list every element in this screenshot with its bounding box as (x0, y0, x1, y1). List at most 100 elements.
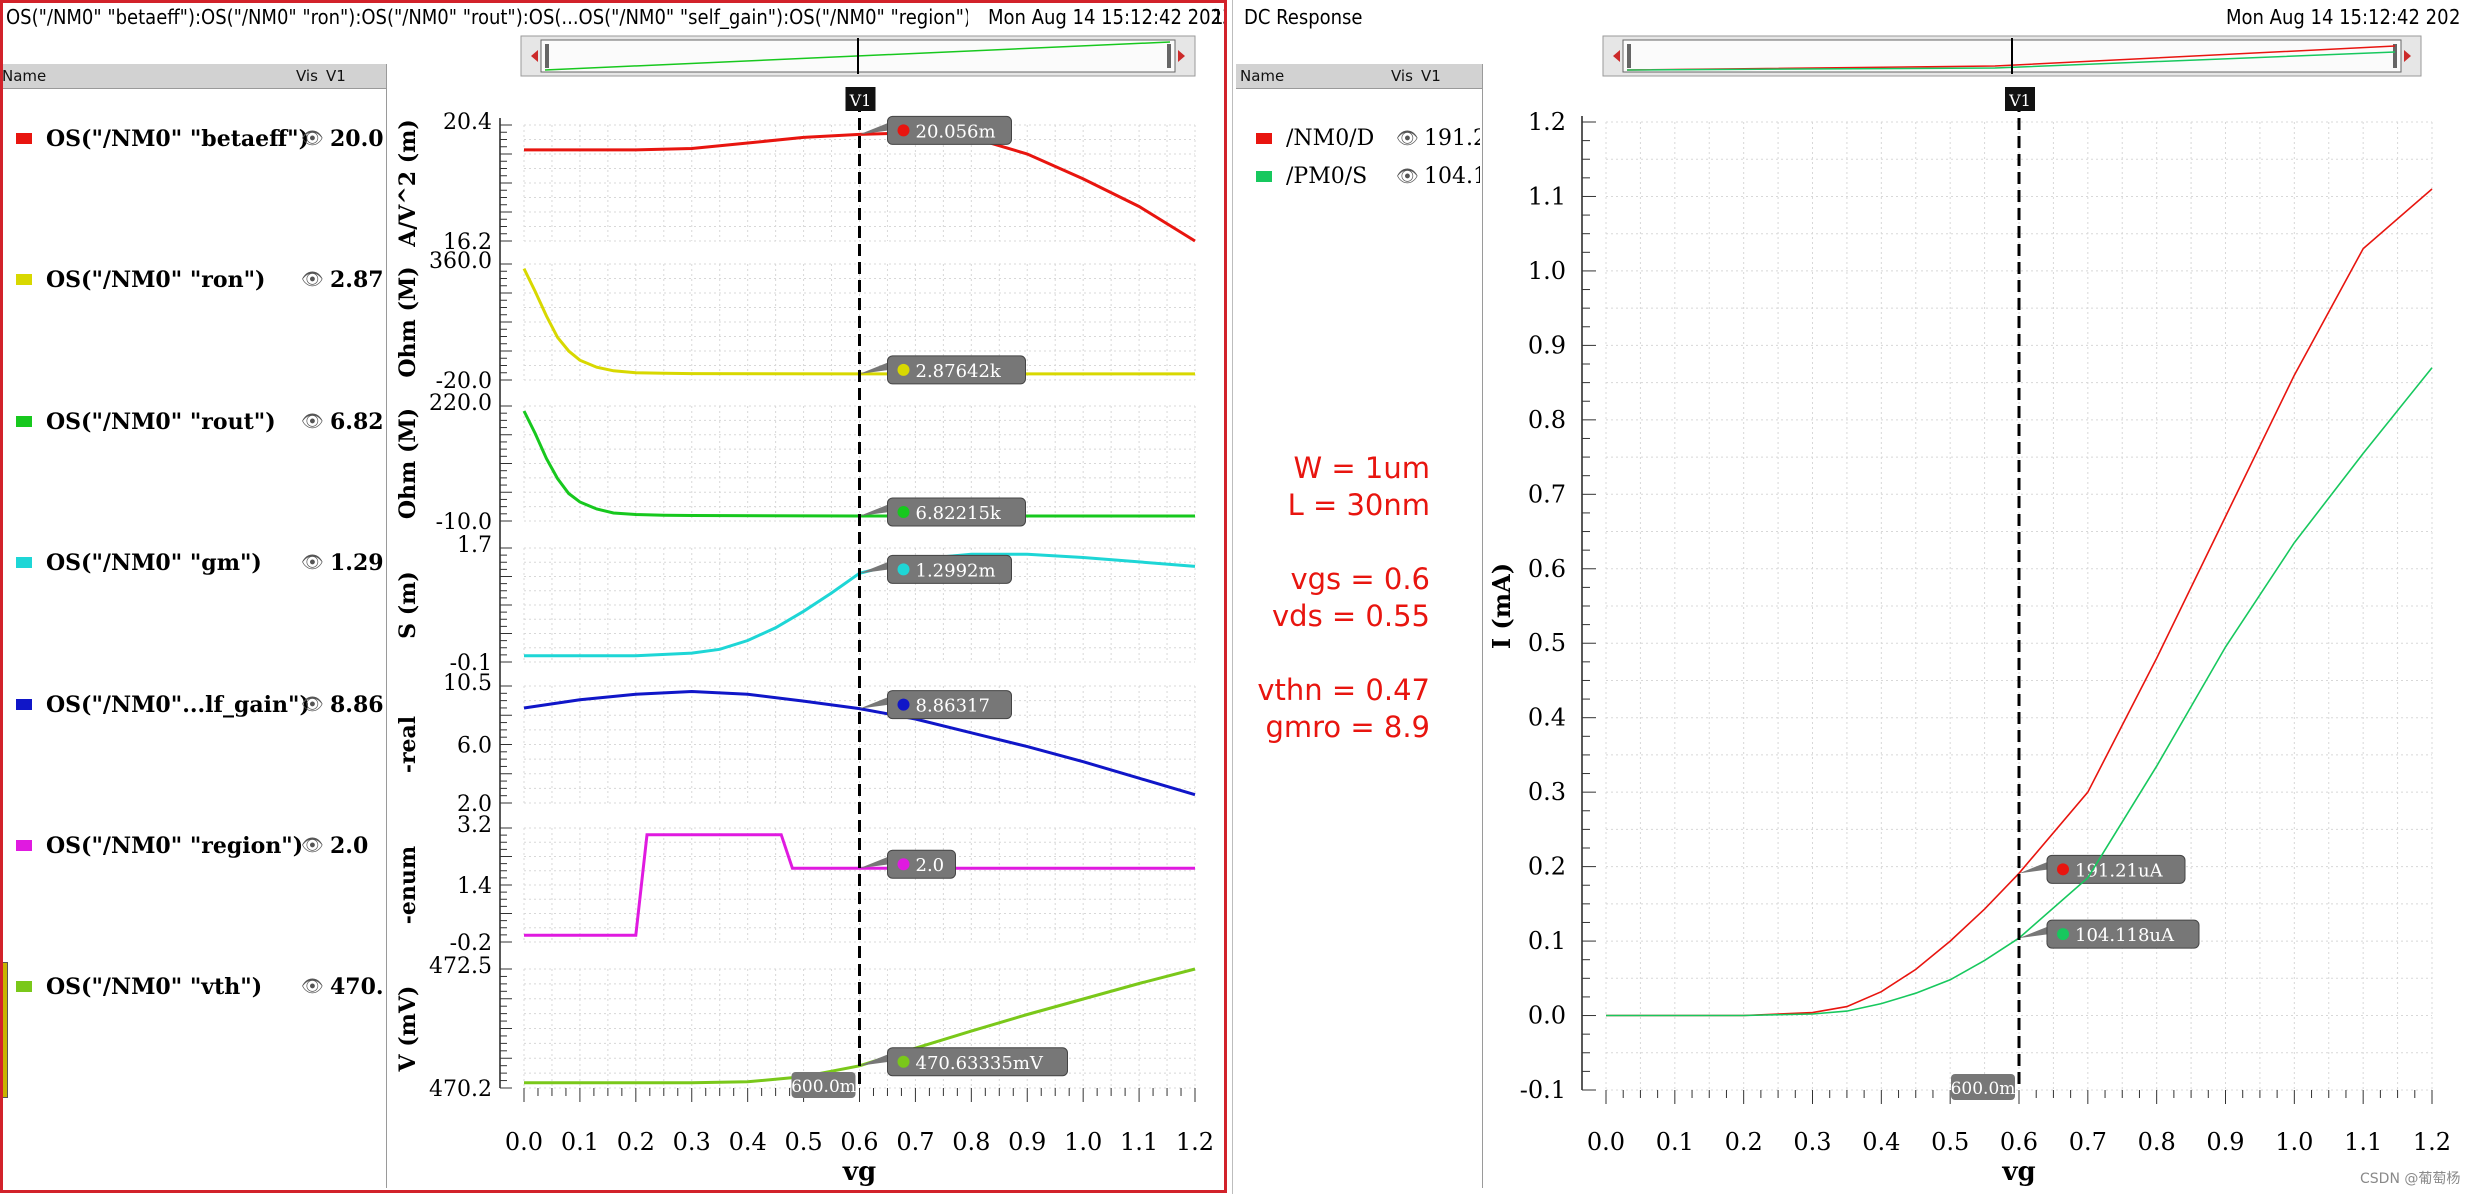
series-line (1606, 367, 2433, 1017)
marker-pointer (859, 696, 890, 709)
marker-box (887, 690, 1012, 720)
chart-strip: -0.1 1.7 S (m) 1.2992m (395, 533, 1196, 676)
x-tick-label: 0.6 (2000, 1128, 2038, 1156)
legend-item-value: 191.2 (1424, 126, 1480, 151)
y-tick-label: 0.1 (1528, 927, 1566, 955)
left-window-timestamp: Mon Aug 14 15:12:42 2023 (988, 5, 1226, 29)
marker-pointer (859, 1053, 890, 1066)
eye-icon[interactable]: 👁 (1396, 166, 1419, 187)
eye-icon[interactable]: 👁 (1396, 128, 1419, 149)
chart-strip: -0.2 1.4 3.2 -enum 2.0 (395, 813, 1196, 956)
marker-label: 191.21uA (2075, 860, 2164, 881)
y-tick-label: 16.2 (443, 230, 492, 255)
marker-box (2046, 854, 2186, 884)
cursor-tag (845, 87, 876, 111)
watermark: CSDN @葡萄杨 (2360, 1171, 2461, 1187)
marker-dot (897, 858, 910, 871)
column-v1[interactable]: V1 (326, 67, 346, 85)
x-axis-label: vg (842, 1157, 876, 1187)
scroll-left-icon (1613, 50, 1620, 62)
marker-dot (897, 506, 910, 518)
y-axis-label: I (mA) (1487, 563, 1516, 649)
y-tick-label: 472.5 (429, 954, 492, 979)
eye-icon[interactable]: 👁 (301, 411, 324, 432)
swatch-icon (16, 274, 32, 285)
legend-item-label: OS("/NM0" "gm") (46, 550, 262, 576)
x-axis: 0.0 0.1 0.2 0.3 0.4 0.5 0.6 0.7 0.8 0.9 1.0 1.1 1.2 v… (505, 1088, 1214, 1187)
y-axis-label: S (m) (395, 571, 421, 639)
series-line (522, 267, 1195, 376)
marker-pointer (859, 504, 890, 516)
marker-label: 6.82215k (916, 503, 1002, 524)
value-marker: 8.86317 (859, 690, 1012, 720)
scroll-handle-left (545, 44, 549, 68)
eye-icon[interactable]: 👁 (301, 976, 324, 997)
marker-label: 1.2992m (916, 560, 996, 581)
annotation-line: vgs = 0.6 (1290, 562, 1430, 596)
legend-item-value: 470.6 (330, 974, 384, 1000)
x-tick-label: 0.8 (2138, 1128, 2176, 1156)
x-tick-label: 0.3 (673, 1128, 711, 1156)
cursor-x-label: 600.0m (791, 1077, 856, 1097)
column-vis[interactable]: Vis (1391, 67, 1413, 85)
scroll-left-icon (531, 50, 538, 62)
x-tick-label: 1.2 (2413, 1128, 2451, 1156)
series-line (524, 131, 1196, 243)
x-tick-label: 0.6 (840, 1128, 878, 1156)
y-tick-label: 1.0 (1528, 257, 1566, 285)
legend-item-label: /PM0/S (1286, 164, 1368, 189)
marker-box (2046, 919, 2200, 949)
x-tick-label: 0.8 (952, 1128, 990, 1156)
x-tick-label: 0.2 (617, 1128, 655, 1156)
legend-item-value: 8.863 (330, 692, 384, 718)
legend-item-label: OS("/NM0" "rout") (46, 409, 276, 435)
y-tick-label: -20.0 (436, 369, 492, 394)
left-scrollbar[interactable] (520, 35, 1196, 77)
column-vis[interactable]: Vis (296, 67, 318, 85)
y-tick-label: 1.4 (457, 874, 492, 899)
value-marker: 1.2992m (859, 554, 1012, 584)
y-tick-label: 1.7 (457, 533, 492, 558)
marker-pointer (2019, 861, 2049, 874)
eye-icon[interactable]: 👁 (301, 269, 324, 290)
y-tick-label: 6.0 (457, 734, 492, 759)
swatch-icon (16, 699, 32, 710)
eye-icon[interactable]: 👁 (301, 128, 324, 149)
right-chart: -0.1 0.0 0.1 0.2 0.3 0.4 0.5 0.6 0.7 0.8 0.9 1.0 1.1… (1487, 108, 2451, 1187)
scroll-right-icon (1178, 50, 1185, 62)
marker-dot (2057, 863, 2069, 876)
left-legend-divider[interactable] (386, 64, 387, 1188)
chart-strip: 16.2 20.4 A/V^2 (m) 20.056m (395, 110, 1196, 255)
cursor-v1[interactable]: V1 600.0m (1951, 87, 2035, 1100)
cursor-v1[interactable]: V1 600.0m (791, 87, 876, 1098)
column-name[interactable]: Name (2, 67, 47, 85)
marker-pointer (859, 122, 890, 135)
legend-item-value: 2.876 (330, 267, 384, 293)
y-tick-label: 1.1 (1528, 182, 1566, 210)
right-legend-header: Name Vis V1 (1236, 64, 1482, 89)
right-scrollbar[interactable] (1602, 35, 2422, 77)
eye-icon[interactable]: 👁 (301, 552, 324, 573)
y-tick-label: 0.0 (1528, 1002, 1566, 1030)
swatch-icon (16, 981, 32, 992)
eye-icon[interactable]: 👁 (301, 835, 324, 856)
x-tick-label: 0.5 (1931, 1128, 1969, 1156)
window-divider (1232, 0, 1233, 1194)
right-legend-divider[interactable] (1482, 64, 1483, 1188)
eye-icon[interactable]: 👁 (301, 694, 324, 715)
scroll-handle-left (1627, 44, 1631, 68)
marker-label: 2.0 (916, 855, 945, 876)
series-line (523, 689, 1196, 797)
y-axis-label: -enum (395, 846, 421, 924)
y-tick-label: 0.2 (1528, 853, 1566, 881)
x-tick-label: 1.0 (1064, 1128, 1102, 1156)
column-v1[interactable]: V1 (1421, 67, 1441, 85)
marker-pointer (2019, 926, 2049, 939)
marker-label: 20.056m (916, 121, 996, 142)
column-name[interactable]: Name (1240, 67, 1285, 85)
y-tick-label: 360.0 (429, 249, 492, 274)
cursor-x-label: 600.0m (1951, 1079, 2016, 1099)
series-line (524, 833, 1195, 937)
legend-item-label: OS("/NM0" "betaeff") (46, 126, 310, 152)
